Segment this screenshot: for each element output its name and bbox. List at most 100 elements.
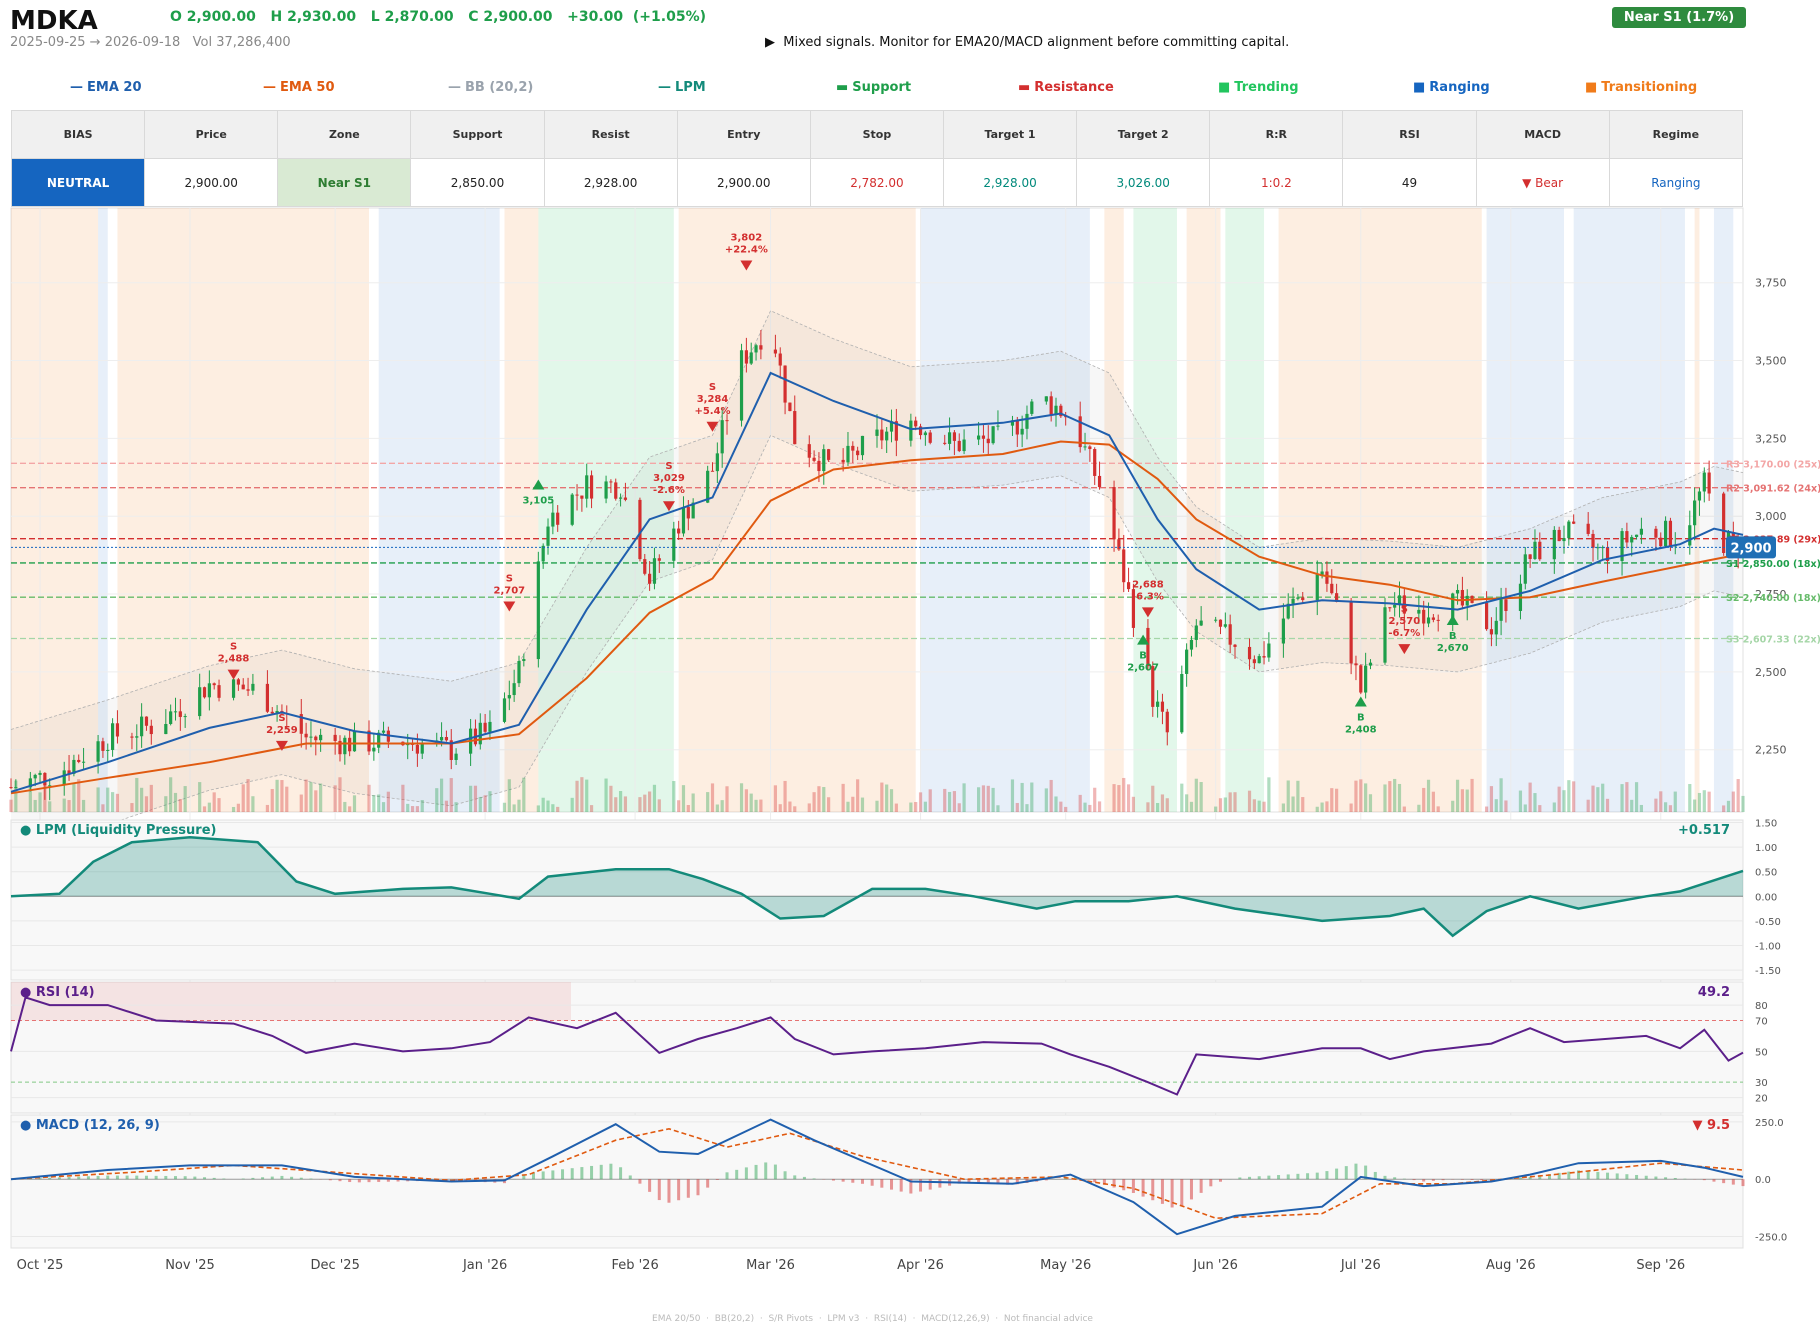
legend-trending[interactable]: ■ Trending — [1218, 80, 1299, 95]
legend-support[interactable]: ▬ Support — [836, 80, 911, 95]
legend-ema20[interactable]: — EMA 20 — [70, 80, 142, 95]
volume-bar — [817, 786, 821, 812]
legend-ema50[interactable]: — EMA 50 — [263, 80, 335, 95]
macd-histogram-bar — [1489, 1179, 1493, 1181]
candle-body — [202, 687, 207, 698]
legend-label: Ranging — [1429, 80, 1490, 95]
candle-body — [952, 432, 957, 441]
legend-lpm[interactable]: — LPM — [658, 80, 706, 95]
volume-bar — [1320, 802, 1324, 812]
volume-bar — [1131, 796, 1136, 812]
macd-histogram-bar — [1567, 1171, 1571, 1180]
macd-histogram-bar — [1625, 1174, 1629, 1180]
signal-label: 2,607 — [1127, 663, 1159, 674]
candle-body — [725, 420, 729, 422]
volume-bar — [1126, 784, 1131, 812]
x-tick-label: Oct '25 — [17, 1258, 64, 1273]
macd-histogram-bar — [773, 1164, 777, 1180]
volume-bar — [241, 784, 245, 812]
macd-tick: 0.0 — [1755, 1175, 1771, 1186]
volume-bar — [1020, 782, 1024, 812]
volume-bar — [1078, 794, 1082, 812]
candle-body — [1291, 598, 1295, 604]
candle-body — [1639, 528, 1644, 535]
lpm-last-value: +0.517 — [1678, 823, 1730, 838]
candle-body — [1112, 487, 1116, 540]
macd-histogram-bar — [377, 1179, 381, 1182]
volume-bar — [115, 793, 120, 812]
regime-band-ranging — [1486, 208, 1564, 812]
legend-ranging[interactable]: ■ Ranging — [1413, 80, 1490, 95]
volume-bar — [648, 791, 652, 812]
volume-bar — [1426, 779, 1431, 812]
volume-bar — [749, 793, 753, 812]
summary-header: BIAS — [10, 110, 146, 159]
volume-bar — [1431, 791, 1435, 812]
volume-bar — [106, 787, 110, 812]
macd-histogram-bar — [1218, 1179, 1222, 1182]
volume-bar — [183, 786, 187, 812]
candle-body — [178, 711, 182, 717]
macd-histogram-bar — [609, 1163, 613, 1180]
volume-bar — [536, 805, 540, 812]
candle-body — [1620, 531, 1624, 562]
candle-body — [1117, 539, 1121, 550]
candle-body — [48, 785, 52, 787]
regime-band-ranging — [1713, 208, 1734, 812]
pivot-label: R1 2,927.89 (29x) — [1726, 535, 1820, 546]
candle-body — [1335, 593, 1339, 602]
candle-body — [652, 558, 657, 584]
y-tick-label: 3,750 — [1755, 277, 1787, 290]
candle-body — [406, 742, 410, 746]
volume-bar — [469, 785, 473, 812]
macd-histogram-bar — [899, 1179, 903, 1192]
volume-bar — [473, 785, 478, 812]
macd-histogram-bar — [154, 1175, 158, 1180]
candle-body — [1189, 639, 1194, 650]
candle-body — [1354, 663, 1358, 666]
volume-bar — [1015, 802, 1019, 812]
macd-histogram-bar — [783, 1171, 787, 1180]
legend-bb[interactable]: — BB (20,2) — [448, 80, 533, 95]
legend-resistance[interactable]: ▬ Resistance — [1018, 80, 1114, 95]
candle-body — [580, 495, 584, 499]
volume-bar — [420, 800, 424, 812]
macd-histogram-bar — [251, 1177, 255, 1180]
volume-bar — [1064, 806, 1068, 812]
regime-band-transitioning — [11, 208, 99, 812]
candle-body — [352, 730, 357, 752]
volume-bar — [1668, 805, 1673, 812]
macd-histogram-bar — [415, 1179, 419, 1182]
macd-histogram-bar — [328, 1179, 332, 1181]
macd-histogram-bar — [1344, 1166, 1348, 1180]
lpm-panel-frame — [10, 819, 1744, 981]
signal-label: -6.3% — [1132, 591, 1164, 602]
buy-marker — [1446, 614, 1459, 625]
legend-label: Resistance — [1034, 80, 1114, 95]
candle-body — [1359, 665, 1363, 693]
candle-body — [9, 787, 13, 789]
volume-bar — [101, 804, 105, 812]
legend-transitioning[interactable]: ■ Transitioning — [1585, 80, 1697, 95]
x-tick-label: Apr '26 — [897, 1258, 944, 1273]
candle-body — [918, 426, 923, 436]
macd-histogram-bar — [522, 1174, 526, 1180]
candle-body — [710, 470, 715, 472]
volume-bar — [1112, 784, 1116, 812]
volume-bar — [677, 800, 681, 812]
volume-bar — [715, 804, 719, 812]
candle-body — [880, 429, 884, 441]
macd-histogram-bar — [1354, 1163, 1358, 1180]
candle-body — [720, 420, 724, 454]
macd-histogram-bar — [1277, 1175, 1281, 1180]
legend-label: Trending — [1234, 80, 1299, 95]
main-panel-frame — [10, 207, 1744, 813]
volume-bar — [1218, 798, 1223, 812]
volume-bar — [144, 796, 149, 812]
macd-histogram-bar — [212, 1177, 216, 1180]
candle-body — [512, 683, 516, 696]
candle-body — [556, 512, 560, 525]
candle-body — [1252, 659, 1256, 664]
sell-marker — [1398, 644, 1411, 655]
candle-body — [1465, 595, 1469, 606]
